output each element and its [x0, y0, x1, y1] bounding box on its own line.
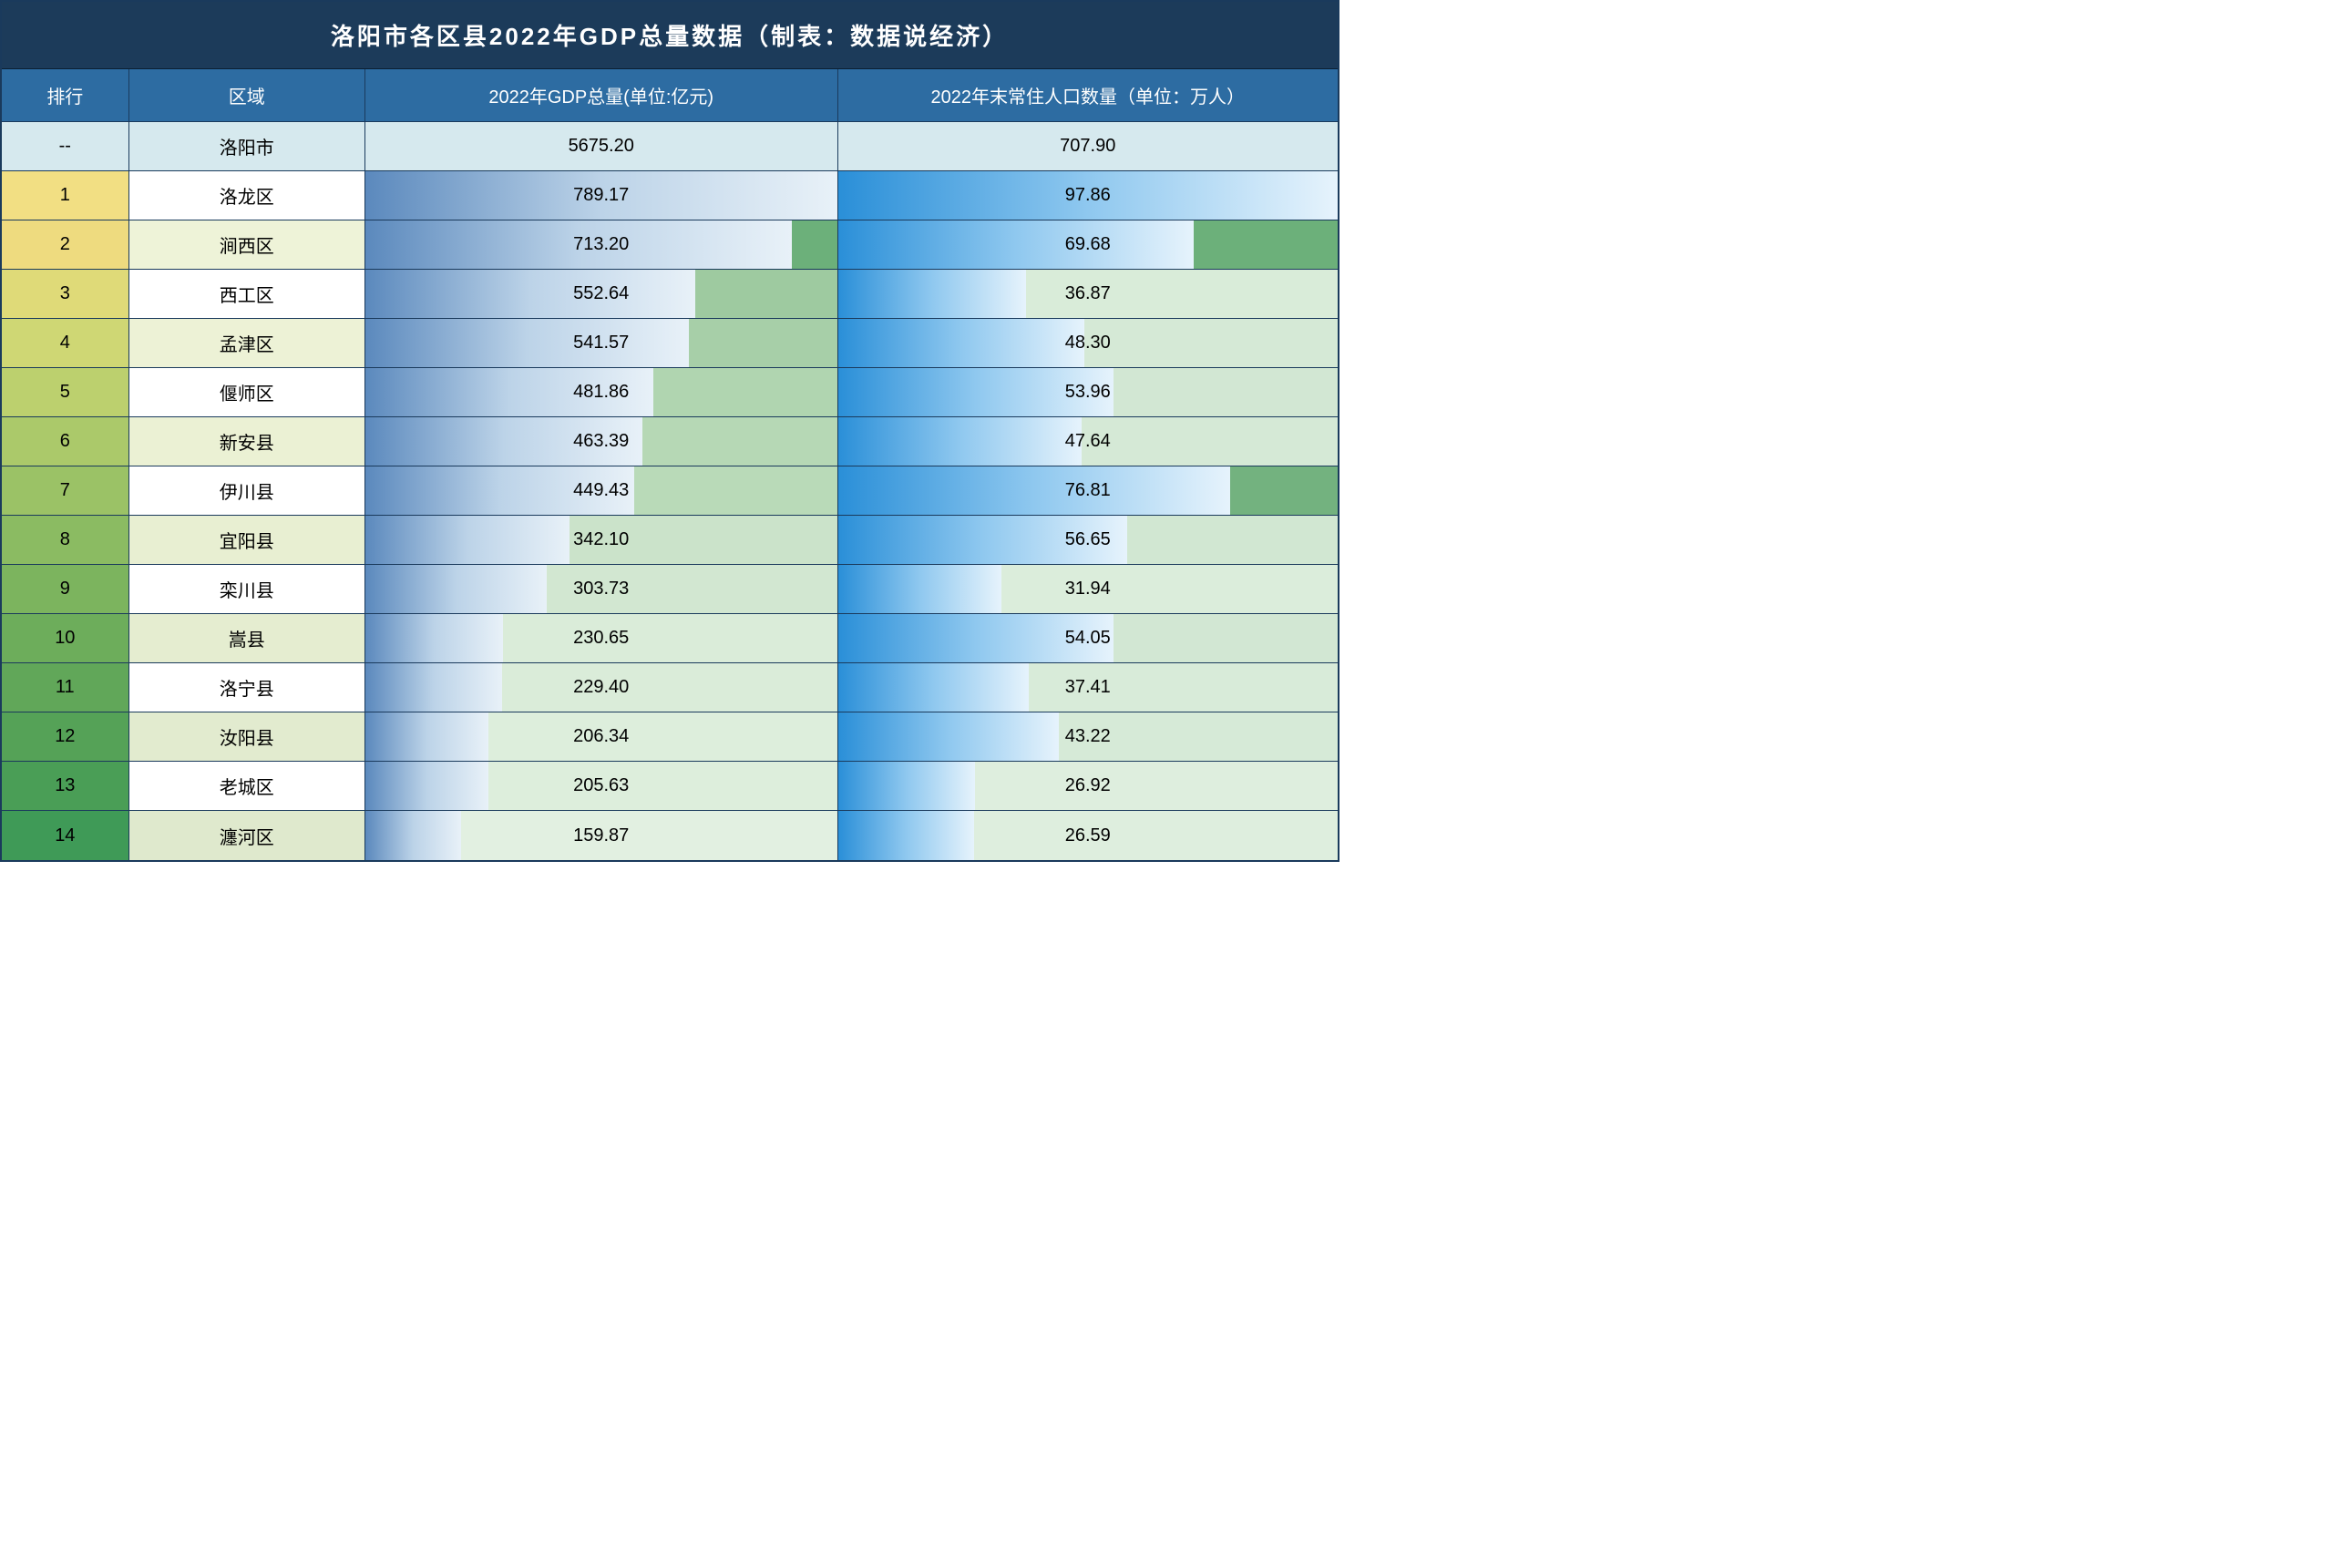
- summary-pop: 707.90: [838, 122, 1339, 170]
- region-cell: 汝阳县: [129, 712, 365, 761]
- region-cell: 宜阳县: [129, 516, 365, 564]
- gdp-cell: 205.63: [365, 762, 838, 810]
- gdp-cell: 206.34: [365, 712, 838, 761]
- gdp-cell: 229.40: [365, 663, 838, 712]
- header-row: 排行 区域 2022年GDP总量(单位:亿元) 2022年末常住人口数量（单位：…: [2, 69, 1338, 122]
- rank-cell: 3: [2, 270, 129, 318]
- table-row: 9栾川县 303.73 31.94: [2, 565, 1338, 614]
- pop-cell: 97.86: [838, 171, 1339, 220]
- gdp-cell: 463.39: [365, 417, 838, 466]
- rank-cell: 4: [2, 319, 129, 367]
- pop-cell: 53.96: [838, 368, 1339, 416]
- region-cell: 瀍河区: [129, 811, 365, 860]
- rank-cell: 1: [2, 171, 129, 220]
- table-row: 8宜阳县 342.10 56.65: [2, 516, 1338, 565]
- table-row: 5偃师区 481.86 53.96: [2, 368, 1338, 417]
- summary-gdp: 5675.20: [365, 122, 838, 170]
- gdp-cell: 789.17: [365, 171, 838, 220]
- header-gdp: 2022年GDP总量(单位:亿元): [365, 69, 838, 122]
- table-title: 洛阳市各区县2022年GDP总量数据（制表：数据说经济）: [2, 2, 1338, 69]
- table-row: 12汝阳县 206.34 43.22: [2, 712, 1338, 762]
- pop-cell: 43.22: [838, 712, 1339, 761]
- table-row: 2涧西区 713.20 69.68: [2, 220, 1338, 270]
- gdp-cell: 303.73: [365, 565, 838, 613]
- region-cell: 涧西区: [129, 220, 365, 269]
- table-row: 4孟津区 541.57 48.30: [2, 319, 1338, 368]
- gdp-cell: 230.65: [365, 614, 838, 662]
- summary-row: --洛阳市5675.20707.90: [2, 122, 1338, 171]
- pop-cell: 48.30: [838, 319, 1339, 367]
- region-cell: 新安县: [129, 417, 365, 466]
- table-row: 14瀍河区 159.87 26.59: [2, 811, 1338, 860]
- pop-cell: 36.87: [838, 270, 1339, 318]
- region-cell: 偃师区: [129, 368, 365, 416]
- pop-cell: 26.59: [838, 811, 1339, 860]
- pop-cell: 31.94: [838, 565, 1339, 613]
- gdp-cell: 713.20: [365, 220, 838, 269]
- pop-cell: 76.81: [838, 466, 1339, 515]
- summary-rank: --: [2, 122, 129, 170]
- pop-cell: 54.05: [838, 614, 1339, 662]
- gdp-cell: 541.57: [365, 319, 838, 367]
- pop-cell: 56.65: [838, 516, 1339, 564]
- table-row: 7伊川县 449.43 76.81: [2, 466, 1338, 516]
- rank-cell: 2: [2, 220, 129, 269]
- rank-cell: 8: [2, 516, 129, 564]
- pop-cell: 69.68: [838, 220, 1339, 269]
- rank-cell: 14: [2, 811, 129, 860]
- rank-cell: 12: [2, 712, 129, 761]
- rank-cell: 10: [2, 614, 129, 662]
- rank-cell: 7: [2, 466, 129, 515]
- header-pop: 2022年末常住人口数量（单位：万人）: [838, 69, 1339, 122]
- region-cell: 嵩县: [129, 614, 365, 662]
- rank-cell: 5: [2, 368, 129, 416]
- gdp-cell: 552.64: [365, 270, 838, 318]
- region-cell: 伊川县: [129, 466, 365, 515]
- pop-cell: 37.41: [838, 663, 1339, 712]
- table-row: 6新安县 463.39 47.64: [2, 417, 1338, 466]
- region-cell: 洛宁县: [129, 663, 365, 712]
- table-row: 10嵩县 230.65 54.05: [2, 614, 1338, 663]
- table-row: 11洛宁县 229.40 37.41: [2, 663, 1338, 712]
- header-region: 区域: [129, 69, 365, 122]
- summary-region: 洛阳市: [129, 122, 365, 170]
- header-rank: 排行: [2, 69, 129, 122]
- rank-cell: 13: [2, 762, 129, 810]
- region-cell: 西工区: [129, 270, 365, 318]
- pop-cell: 26.92: [838, 762, 1339, 810]
- table-row: 3西工区 552.64 36.87: [2, 270, 1338, 319]
- gdp-cell: 481.86: [365, 368, 838, 416]
- region-cell: 老城区: [129, 762, 365, 810]
- region-cell: 栾川县: [129, 565, 365, 613]
- gdp-cell: 342.10: [365, 516, 838, 564]
- gdp-cell: 159.87: [365, 811, 838, 860]
- gdp-cell: 449.43: [365, 466, 838, 515]
- table-row: 13老城区 205.63 26.92: [2, 762, 1338, 811]
- table-body: --洛阳市5675.20707.901洛龙区 789.17 97.862涧西区 …: [2, 122, 1338, 860]
- gdp-table: 洛阳市各区县2022年GDP总量数据（制表：数据说经济） 排行 区域 2022年…: [0, 0, 1339, 862]
- rank-cell: 9: [2, 565, 129, 613]
- region-cell: 孟津区: [129, 319, 365, 367]
- region-cell: 洛龙区: [129, 171, 365, 220]
- table-row: 1洛龙区 789.17 97.86: [2, 171, 1338, 220]
- pop-cell: 47.64: [838, 417, 1339, 466]
- rank-cell: 11: [2, 663, 129, 712]
- rank-cell: 6: [2, 417, 129, 466]
